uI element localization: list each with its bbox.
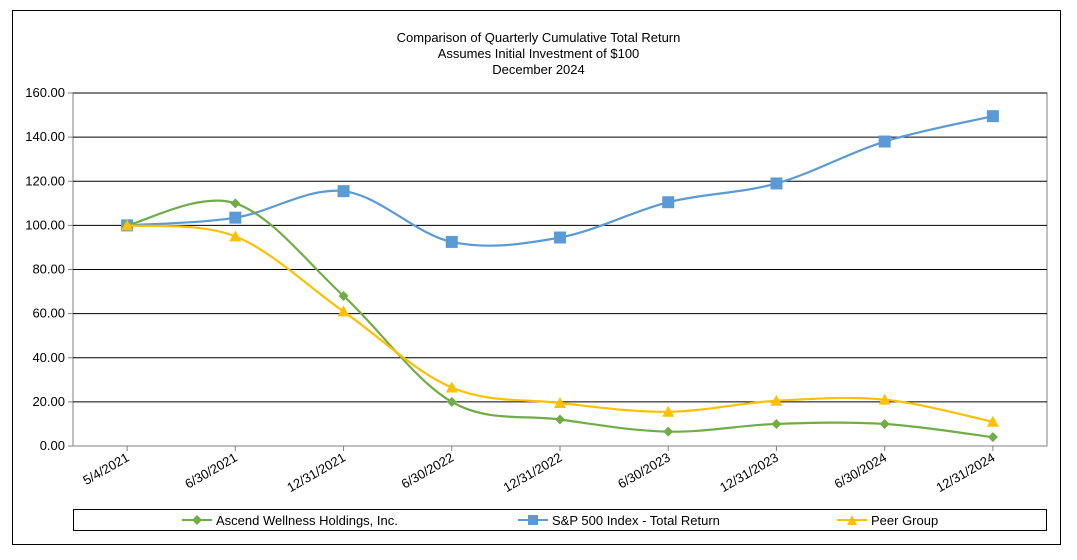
chart-subtitle-date: December 2024: [492, 62, 585, 77]
data-point-square: [878, 135, 891, 148]
y-tick-label: 20.00: [32, 394, 65, 409]
data-point-diamond: [663, 426, 674, 437]
y-tick-label: 60.00: [32, 306, 65, 321]
x-tick-label: 12/31/2022: [501, 450, 565, 496]
y-tick-label: 80.00: [32, 262, 65, 277]
data-point-diamond: [771, 418, 782, 429]
legend-marker-ascend: [182, 515, 212, 525]
legend-marker-peer: [837, 515, 867, 525]
data-point-square: [770, 177, 783, 190]
data-point-triangle: [337, 305, 350, 317]
data-point-diamond: [338, 290, 349, 301]
y-tick-label: 0.00: [40, 438, 65, 453]
data-point-triangle: [878, 393, 891, 405]
x-tick-label: 6/30/2022: [399, 450, 457, 492]
y-tick-label: 160.00: [25, 85, 65, 100]
data-point-square: [986, 110, 999, 123]
legend-item-ascend: Ascend Wellness Holdings, Inc.: [182, 512, 398, 528]
data-point-triangle: [554, 396, 566, 408]
data-point-square: [554, 231, 566, 244]
data-point-diamond: [555, 414, 565, 425]
data-point-triangle: [229, 230, 242, 242]
y-tick-label: 40.00: [32, 350, 65, 365]
legend-item-sp500: S&P 500 Index - Total Return: [518, 512, 720, 528]
data-point-diamond: [987, 432, 998, 443]
x-tick-label: 6/30/2024: [832, 450, 890, 492]
data-point-diamond: [446, 396, 457, 407]
legend: Ascend Wellness Holdings, Inc. S&P 500 I…: [73, 509, 1047, 531]
chart-title: Comparison of Quarterly Cumulative Total…: [396, 30, 681, 45]
data-point-triangle: [770, 394, 783, 406]
legend-label-sp500: S&P 500 Index - Total Return: [552, 512, 720, 528]
chart-subtitle-investment: Assumes Initial Investment of $100: [437, 46, 640, 61]
legend-label-peer: Peer Group: [871, 512, 939, 528]
y-tick-label: 120.00: [25, 173, 65, 188]
data-point-square: [229, 211, 242, 224]
data-point-triangle: [445, 381, 458, 393]
legend-marker-sp500: [518, 515, 548, 525]
data-point-square: [662, 196, 675, 209]
legend-item-peer: Peer Group: [837, 512, 938, 528]
x-tick-label: 12/31/2023: [717, 450, 781, 496]
legend-label-ascend: Ascend Wellness Holdings, Inc.: [216, 512, 398, 528]
data-point-triangle: [121, 219, 134, 231]
data-point-diamond: [230, 198, 241, 209]
data-point-square: [337, 185, 350, 198]
data-point-diamond: [879, 418, 890, 429]
x-tick-label: 12/31/2024: [934, 450, 998, 496]
x-tick-label: 6/30/2021: [182, 450, 240, 492]
y-tick-label: 100.00: [25, 217, 65, 232]
y-tick-label: 140.00: [25, 129, 65, 144]
series-line-diamond: [126, 199, 994, 439]
data-point-square: [445, 235, 458, 248]
x-tick-label: 6/30/2023: [615, 450, 673, 492]
data-point-triangle: [662, 405, 675, 417]
x-tick-label: 5/4/2021: [80, 450, 131, 488]
x-tick-label: 12/31/2021: [284, 450, 348, 496]
data-point-triangle: [986, 415, 999, 427]
